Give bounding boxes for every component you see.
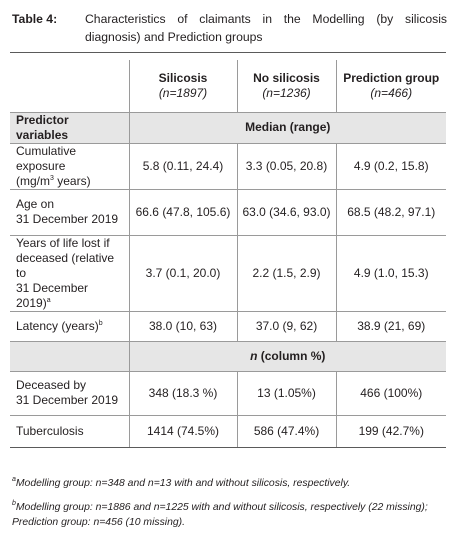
predictor-variables-label: Predictor variables: [10, 111, 130, 144]
section-header-empty-cell: [10, 340, 130, 372]
cell-silicosis: 1414 (74.5%): [128, 414, 238, 448]
cell-no-silicosis: 2.2 (1.5, 2.9): [236, 234, 337, 312]
cell-prediction-group: 4.9 (1.0, 15.3): [335, 234, 446, 312]
median-range-header: Median (range): [128, 111, 446, 144]
footnote-b: bModelling group: n=1886 and n=1225 with…: [12, 500, 428, 528]
col-header-silicosis: Silicosis (n=1897): [128, 60, 238, 113]
table-row-cumulative-exposure: Cumulative exposure (mg/m3 years) 5.8 (0…: [10, 142, 446, 190]
row-label: Latency (years)b: [10, 310, 130, 342]
table-row-latency: Latency (years)b 38.0 (10, 63) 37.0 (9, …: [10, 310, 446, 342]
row-label: Cumulative exposure (mg/m3 years): [10, 142, 130, 190]
cell-prediction-group: 38.9 (21, 69): [335, 310, 446, 342]
cell-silicosis: 66.6 (47.8, 105.6): [128, 188, 238, 236]
table-row-tuberculosis: Tuberculosis 1414 (74.5%) 586 (47.4%) 19…: [10, 414, 446, 448]
row-label: Age on 31 December 2019: [10, 188, 130, 236]
row-label: Deceased by 31 December 2019: [10, 370, 130, 416]
cell-no-silicosis: 37.0 (9, 62): [236, 310, 337, 342]
col-header-prediction-group: Prediction group (n=466): [335, 60, 446, 113]
characteristics-table: Silicosis (n=1897) No silicosis (n=1236) P…: [10, 60, 446, 448]
table-title: Characteristics of claimants in the Mode…: [85, 12, 447, 44]
cell-silicosis: 3.7 (0.1, 20.0): [128, 234, 238, 312]
cell-no-silicosis: 3.3 (0.05, 20.8): [236, 142, 337, 190]
cell-prediction-group: 199 (42.7%): [335, 414, 446, 448]
table-number: Table 4:: [12, 12, 58, 26]
top-rule: [10, 52, 446, 53]
section-header-median: Predictor variables Median (range): [10, 111, 446, 144]
footnote-a: aModelling group: n=348 and n=13 with an…: [12, 476, 351, 489]
cell-no-silicosis: 586 (47.4%): [236, 414, 337, 448]
footnotes: aModelling group: n=348 and n=13 with an…: [12, 476, 442, 530]
cell-no-silicosis: 13 (1.05%): [236, 370, 337, 416]
cell-no-silicosis: 63.0 (34.6, 93.0): [236, 188, 337, 236]
table-row-age: Age on 31 December 2019 66.6 (47.8, 105.…: [10, 188, 446, 236]
header-empty-cell: [10, 60, 130, 113]
cell-silicosis: 348 (18.3 %): [128, 370, 238, 416]
column-header-row: Silicosis (n=1897) No silicosis (n=1236) P…: [10, 60, 446, 113]
n-column-percent-header: n (column %): [128, 340, 446, 372]
cell-prediction-group: 466 (100%): [335, 370, 446, 416]
table-row-years-of-life-lost: Years of life lost if deceased (relative…: [10, 234, 446, 312]
cell-silicosis: 38.0 (10, 63): [128, 310, 238, 342]
col-header-no-silicosis: No silicosis (n=1236): [236, 60, 337, 113]
row-label: Years of life lost if deceased (relative…: [10, 234, 130, 312]
cell-silicosis: 5.8 (0.11, 24.4): [128, 142, 238, 190]
row-label: Tuberculosis: [10, 414, 130, 448]
table-row-deceased: Deceased by 31 December 2019 348 (18.3 %…: [10, 370, 446, 416]
section-header-count: n (column %): [10, 340, 446, 372]
cell-prediction-group: 4.9 (0.2, 15.8): [335, 142, 446, 190]
cell-prediction-group: 68.5 (48.2, 97.1): [335, 188, 446, 236]
